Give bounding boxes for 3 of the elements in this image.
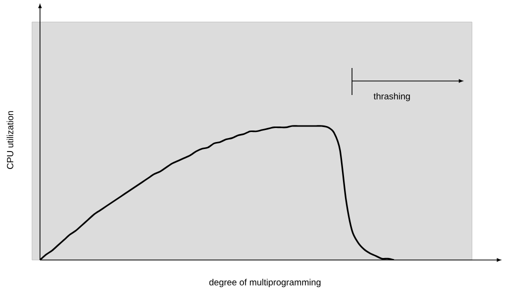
- text: thrashing: [374, 92, 410, 102]
- y-axis-title: CPU utilization: [6, 111, 14, 169]
- x-axis-title: degree of multiprogramming: [209, 278, 320, 288]
